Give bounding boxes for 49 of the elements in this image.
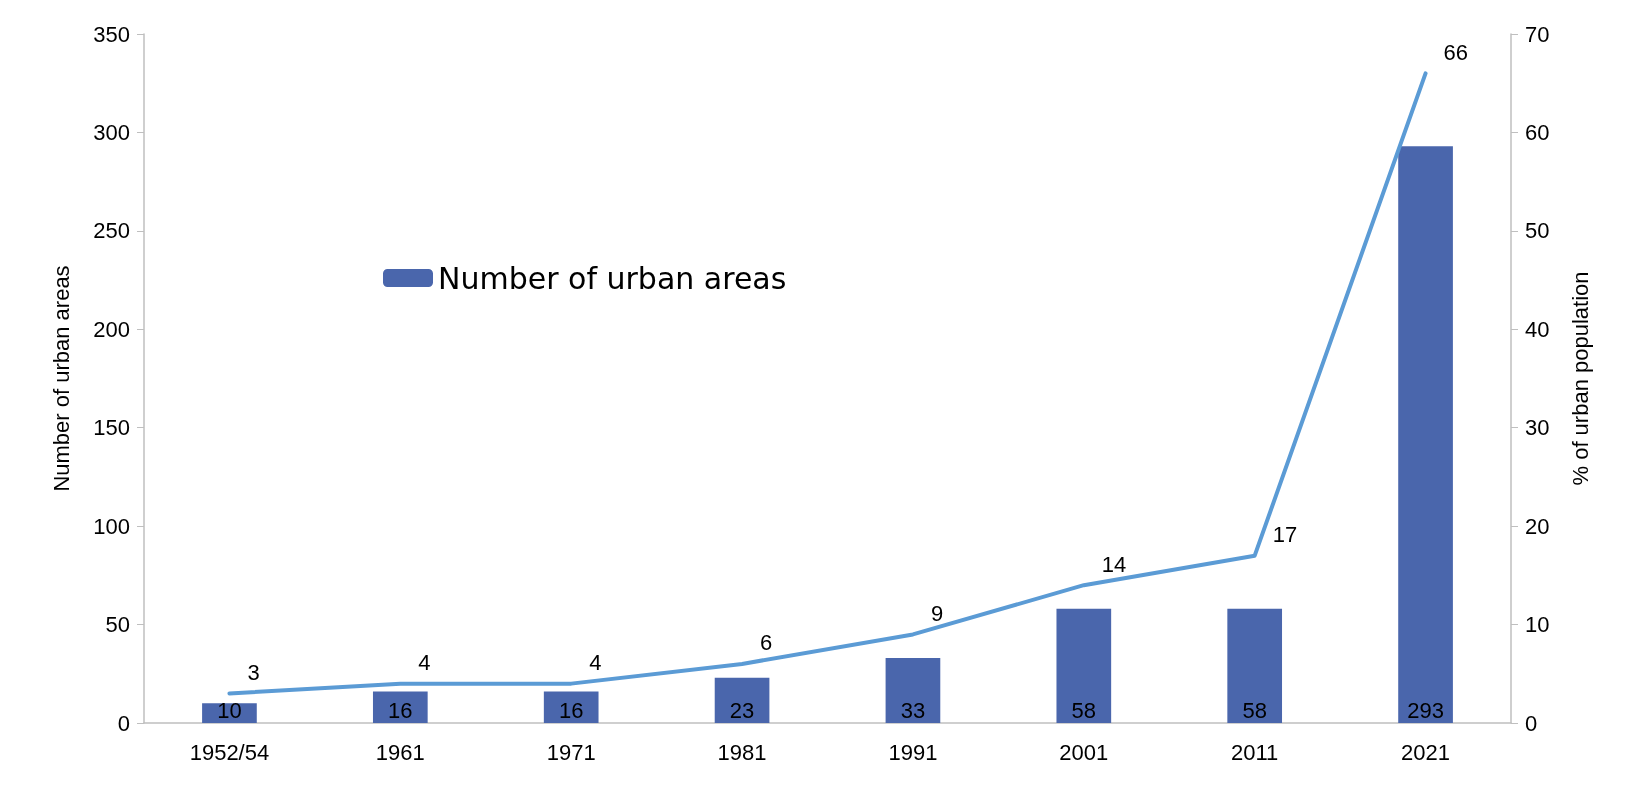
y-tick-label: 300 <box>93 119 130 145</box>
y2-tick-label: 50 <box>1525 218 1550 244</box>
data-label: 17 <box>1272 522 1298 548</box>
data-label: 9 <box>930 600 944 626</box>
y-axis-title: Number of urban areas <box>48 265 74 492</box>
y-tick-label: 200 <box>93 316 130 342</box>
data-label: 10 <box>217 697 242 723</box>
y2-tick-label: 10 <box>1525 612 1550 638</box>
y-tick-label: 0 <box>117 710 130 736</box>
y2-tick-label: 0 <box>1525 710 1538 736</box>
bar <box>1227 608 1283 723</box>
data-label: 16 <box>558 697 584 723</box>
data-label: 58 <box>1242 697 1267 723</box>
line-series <box>227 71 1428 696</box>
data-label: 16 <box>388 697 413 723</box>
y2-tick-label: 70 <box>1525 21 1550 47</box>
data-label: 4 <box>589 650 602 676</box>
y-tick-label: 50 <box>105 612 130 638</box>
x-tick-label: 2021 <box>1401 739 1451 765</box>
data-label: 4 <box>418 650 431 676</box>
bar <box>1056 608 1112 723</box>
data-label: 23 <box>729 697 755 723</box>
data-label: 66 <box>1443 39 1469 65</box>
x-tick-label: 1961 <box>375 739 425 765</box>
bar <box>1398 146 1453 723</box>
x-tick-label: 1971 <box>546 739 596 765</box>
data-label: 14 <box>1101 551 1127 577</box>
data-label: 6 <box>760 630 773 656</box>
y2-tick-label: 40 <box>1525 316 1550 342</box>
data-label: 33 <box>900 697 926 723</box>
y-tick-label: 250 <box>93 218 130 244</box>
data-label: 3 <box>247 659 260 685</box>
y2-axis-title: % of urban population <box>1567 271 1593 486</box>
x-tick-label: 1952/54 <box>189 739 270 765</box>
bar <box>714 677 770 723</box>
bar <box>885 658 941 723</box>
y-tick-label: 100 <box>93 513 130 539</box>
x-tick-label: 1981 <box>717 739 767 765</box>
x-tick-label: 2001 <box>1059 739 1109 765</box>
y2-tick-label: 20 <box>1525 513 1550 539</box>
data-label: 293 <box>1407 697 1444 723</box>
y-tick-label: 350 <box>93 21 130 47</box>
legend-label: Number of urban areas <box>438 260 787 296</box>
x-tick-label: 1991 <box>888 739 938 765</box>
y2-tick-label: 30 <box>1525 415 1550 441</box>
y2-tick-label: 60 <box>1525 119 1550 145</box>
y-tick-label: 150 <box>93 415 130 441</box>
data-label: 58 <box>1071 697 1097 723</box>
x-tick-label: 2011 <box>1231 739 1279 765</box>
